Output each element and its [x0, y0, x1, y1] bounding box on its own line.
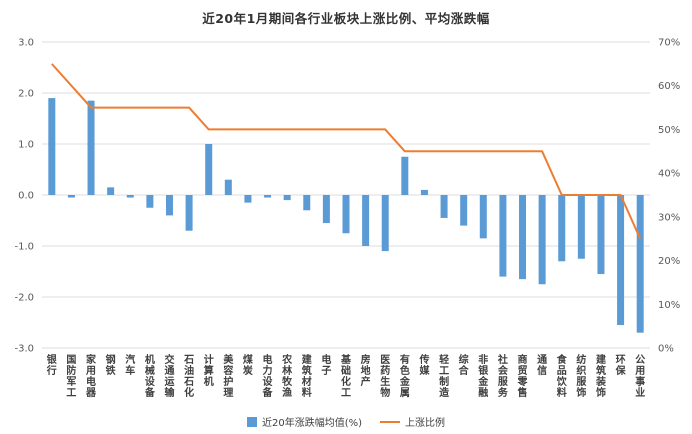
bar — [185, 195, 193, 231]
right-axis-tick-label: 70% — [658, 38, 680, 49]
category-label: 食 品 饮 料 — [556, 355, 567, 399]
bar — [342, 195, 350, 234]
line-series-swatch-icon — [380, 420, 401, 423]
bar — [48, 98, 56, 195]
category-label: 农 林 牧 渔 — [282, 355, 293, 399]
bar — [636, 195, 644, 333]
legend-line-label: 上涨比例 — [405, 418, 446, 429]
bar — [558, 195, 566, 262]
bar — [381, 195, 389, 252]
bar — [577, 195, 585, 259]
right-axis-tick-label: 0% — [658, 344, 674, 355]
category-label: 综 合 — [458, 355, 469, 377]
category-label: 公 用 事 业 — [635, 355, 646, 399]
right-axis-tick-label: 40% — [658, 169, 680, 180]
bar — [538, 195, 546, 285]
bar — [401, 156, 409, 195]
bar — [460, 195, 468, 226]
bar — [322, 195, 330, 224]
left-axis-tick-label: 0.0 — [18, 191, 34, 202]
category-label: 有 色 金 属 — [399, 355, 410, 399]
category-label: 交 通 运 输 — [164, 355, 175, 399]
bar — [264, 195, 272, 198]
bar-series-swatch-icon — [246, 416, 257, 427]
left-axis-tick-label: -1.0 — [14, 242, 34, 253]
category-label: 机 械 设 备 — [144, 355, 155, 399]
chart-legend: 近20年涨跌幅均值(%) 上涨比例 — [0, 414, 692, 429]
category-label: 房 地 产 — [360, 355, 371, 388]
left-axis-tick-label: 2.0 — [18, 89, 34, 100]
bar — [165, 195, 173, 216]
bar — [205, 144, 213, 195]
bar — [107, 187, 115, 195]
bar — [617, 195, 625, 326]
right-axis-tick-label: 60% — [658, 81, 680, 92]
bar — [87, 100, 95, 195]
category-label: 银 行 — [46, 355, 57, 377]
right-axis-tick-label: 20% — [658, 256, 680, 267]
bar — [67, 195, 75, 198]
bar — [597, 195, 605, 275]
category-label: 医 药 生 物 — [380, 355, 391, 399]
left-axis-tick-label: 1.0 — [18, 140, 34, 151]
right-axis-tick-label: 30% — [658, 212, 680, 223]
bar — [303, 195, 311, 211]
left-axis-tick-label: -2.0 — [14, 293, 34, 304]
category-label: 社 会 服 务 — [497, 355, 508, 399]
bar — [440, 195, 448, 218]
left-axis-tick-label: -3.0 — [14, 344, 34, 355]
chart-title: 近20年1月期间各行业板块上涨比例、平均涨跌幅 — [202, 11, 490, 26]
category-label: 非 银 金 融 — [478, 355, 489, 399]
category-label: 煤 炭 — [242, 355, 253, 377]
category-label: 纺 织 服 饰 — [576, 355, 587, 399]
trend-line — [51, 63, 642, 240]
bar — [224, 179, 232, 195]
legend-item-bar: 近20年涨跌幅均值(%) — [246, 414, 363, 429]
category-label: 电 力 设 备 — [262, 355, 273, 399]
left-axis-tick-label: 3.0 — [18, 38, 34, 49]
bar — [126, 195, 134, 198]
category-label: 建 筑 装 饰 — [595, 355, 606, 399]
category-label: 钢 铁 — [105, 355, 116, 377]
right-axis-tick-label: 10% — [658, 300, 680, 311]
bar — [420, 189, 428, 195]
bar — [362, 195, 370, 246]
category-label: 传 媒 — [419, 355, 430, 377]
category-label: 汽 车 — [125, 355, 136, 377]
category-label: 家 用 电 器 — [86, 355, 97, 399]
bar — [479, 195, 487, 239]
category-label: 计 算 机 — [203, 355, 214, 388]
category-label: 轻 工 制 造 — [439, 355, 450, 399]
category-label: 建 筑 材 料 — [301, 355, 312, 399]
legend-bar-label: 近20年涨跌幅均值(%) — [261, 418, 363, 429]
category-label: 通 信 — [537, 355, 548, 377]
right-axis-tick-label: 50% — [658, 125, 680, 136]
bar — [244, 195, 252, 203]
category-label: 石 油 石 化 — [184, 355, 195, 399]
category-label: 环 保 — [615, 355, 626, 377]
category-label: 电 子 — [321, 355, 332, 377]
bar — [146, 195, 154, 208]
category-label: 商 贸 零 售 — [517, 355, 528, 399]
legend-item-line: 上涨比例 — [380, 414, 445, 429]
bar — [519, 195, 527, 280]
bar — [499, 195, 507, 277]
category-label: 国 防 军 工 — [66, 355, 77, 399]
category-label: 基 础 化 工 — [341, 355, 351, 399]
bar — [283, 195, 291, 201]
category-label: 美 容 护 理 — [223, 355, 234, 399]
